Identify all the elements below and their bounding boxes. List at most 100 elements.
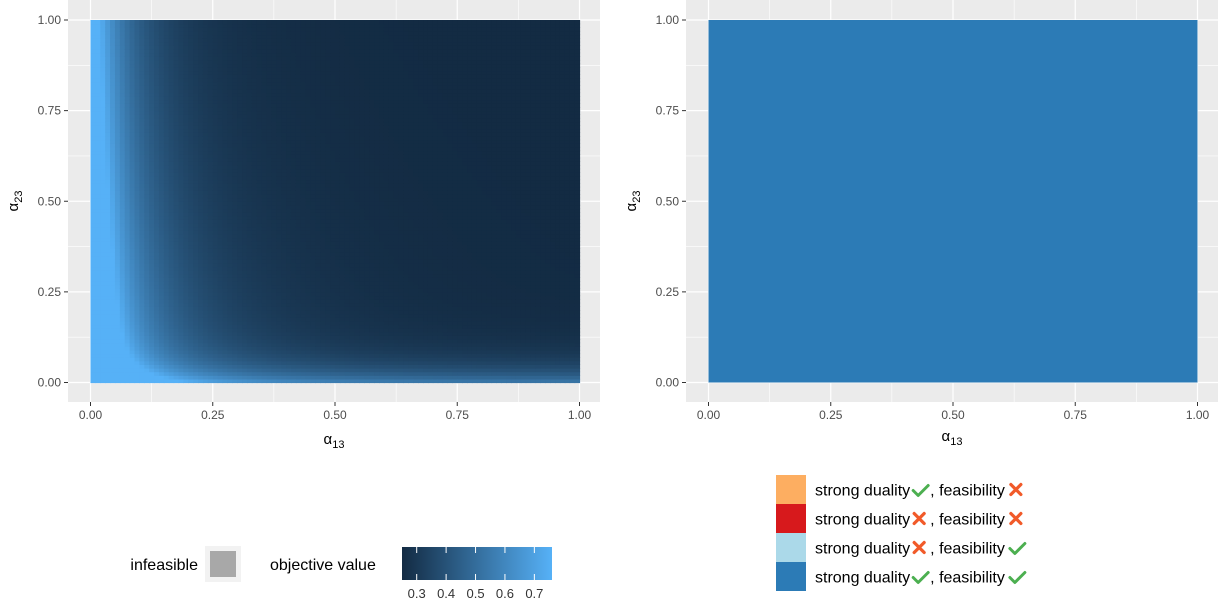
heatmap-cell <box>169 67 174 71</box>
heatmap-cell <box>296 143 301 147</box>
heatmap-cell <box>159 53 164 57</box>
heatmap-cell <box>179 198 184 202</box>
heatmap-cell <box>198 143 203 147</box>
heatmap-cell <box>330 132 335 136</box>
heatmap-cell <box>91 198 96 202</box>
heatmap-cell <box>257 24 262 28</box>
heatmap-cell <box>174 100 179 104</box>
heatmap-cell <box>306 24 311 28</box>
heatmap-cell <box>237 100 242 104</box>
heatmap-cell <box>291 180 296 184</box>
heatmap-cell <box>276 107 281 111</box>
heatmap-cell <box>311 35 316 39</box>
heatmap-cell <box>301 114 306 118</box>
heatmap-cell <box>135 93 140 97</box>
heatmap-cell <box>301 194 306 198</box>
heatmap-cell <box>179 296 184 300</box>
heatmap-cell <box>110 140 115 144</box>
heatmap-cell <box>188 136 193 140</box>
heatmap-cell <box>169 354 174 358</box>
heatmap-cell <box>325 357 330 361</box>
heatmap-cell <box>115 172 120 176</box>
heatmap-cell <box>296 354 301 358</box>
heatmap-cell <box>174 368 179 372</box>
heatmap-cell <box>159 85 164 89</box>
heatmap-cell <box>115 122 120 126</box>
heatmap-cell <box>213 53 218 57</box>
heatmap-cell <box>218 270 223 274</box>
heatmap-cell <box>95 263 100 267</box>
heatmap-cell <box>291 372 296 376</box>
heatmap-cell <box>247 38 252 42</box>
heatmap-cell <box>139 296 144 300</box>
heatmap-cell <box>301 187 306 191</box>
heatmap-cell <box>105 114 110 118</box>
heatmap-cell <box>267 42 272 46</box>
heatmap-cell <box>262 64 267 68</box>
heatmap-cell <box>110 267 115 271</box>
heatmap-cell <box>247 85 252 89</box>
heatmap-cell <box>320 325 325 329</box>
heatmap-cell <box>218 107 223 111</box>
heatmap-cell <box>144 270 149 274</box>
heatmap-cell <box>144 143 149 147</box>
heatmap-cell <box>330 306 335 310</box>
heatmap-cell <box>291 245 296 249</box>
heatmap-cell <box>271 56 276 60</box>
heatmap-cell <box>296 45 301 49</box>
heatmap-cell <box>179 259 184 263</box>
heatmap-cell <box>320 350 325 354</box>
heatmap-cell <box>159 292 164 296</box>
heatmap-cell <box>188 176 193 180</box>
heatmap-cell <box>267 292 272 296</box>
heatmap-cell <box>139 82 144 86</box>
heatmap-cell <box>223 56 228 60</box>
heatmap-cell <box>276 136 281 140</box>
heatmap-cell <box>188 292 193 296</box>
heatmap-cell <box>252 24 257 28</box>
heatmap-cell <box>193 176 198 180</box>
heatmap-cell <box>125 267 130 271</box>
heatmap-cell <box>105 31 110 35</box>
heatmap-cell <box>311 49 316 53</box>
heatmap-cell <box>130 53 135 57</box>
heatmap-cell <box>154 209 159 213</box>
heatmap-cell <box>91 161 96 165</box>
heatmap-cell <box>164 151 169 155</box>
heatmap-cell <box>179 281 184 285</box>
heatmap-cell <box>262 321 267 325</box>
heatmap-cell <box>183 161 188 165</box>
heatmap-cell <box>149 306 154 310</box>
heatmap-cell <box>237 372 242 376</box>
heatmap-cell <box>208 321 213 325</box>
heatmap-cell <box>100 339 105 343</box>
heatmap-cell <box>125 209 130 213</box>
heatmap-cell <box>183 96 188 100</box>
heatmap-cell <box>237 241 242 245</box>
heatmap-cell <box>91 321 96 325</box>
heatmap-cell <box>91 111 96 115</box>
heatmap-cell <box>247 169 252 173</box>
heatmap-cell <box>267 169 272 173</box>
heatmap-cell <box>311 267 316 271</box>
heatmap-cell <box>296 67 301 71</box>
heatmap-cell <box>208 147 213 151</box>
heatmap-cell <box>144 212 149 216</box>
heatmap-cell <box>286 165 291 169</box>
heatmap-cell <box>257 241 262 245</box>
heatmap-cell <box>174 176 179 180</box>
heatmap-cell <box>188 227 193 231</box>
heatmap-cell <box>179 375 184 379</box>
heatmap-cell <box>320 183 325 187</box>
heatmap-cell <box>315 285 320 289</box>
heatmap-cell <box>105 53 110 57</box>
heatmap-cell <box>154 361 159 365</box>
heatmap-cell <box>135 267 140 271</box>
heatmap-cell <box>306 227 311 231</box>
heatmap-cell <box>169 82 174 86</box>
heatmap-cell <box>183 296 188 300</box>
heatmap-cell <box>267 143 272 147</box>
heatmap-cell <box>159 165 164 169</box>
heatmap-cell <box>242 114 247 118</box>
heatmap-cell <box>120 252 125 256</box>
